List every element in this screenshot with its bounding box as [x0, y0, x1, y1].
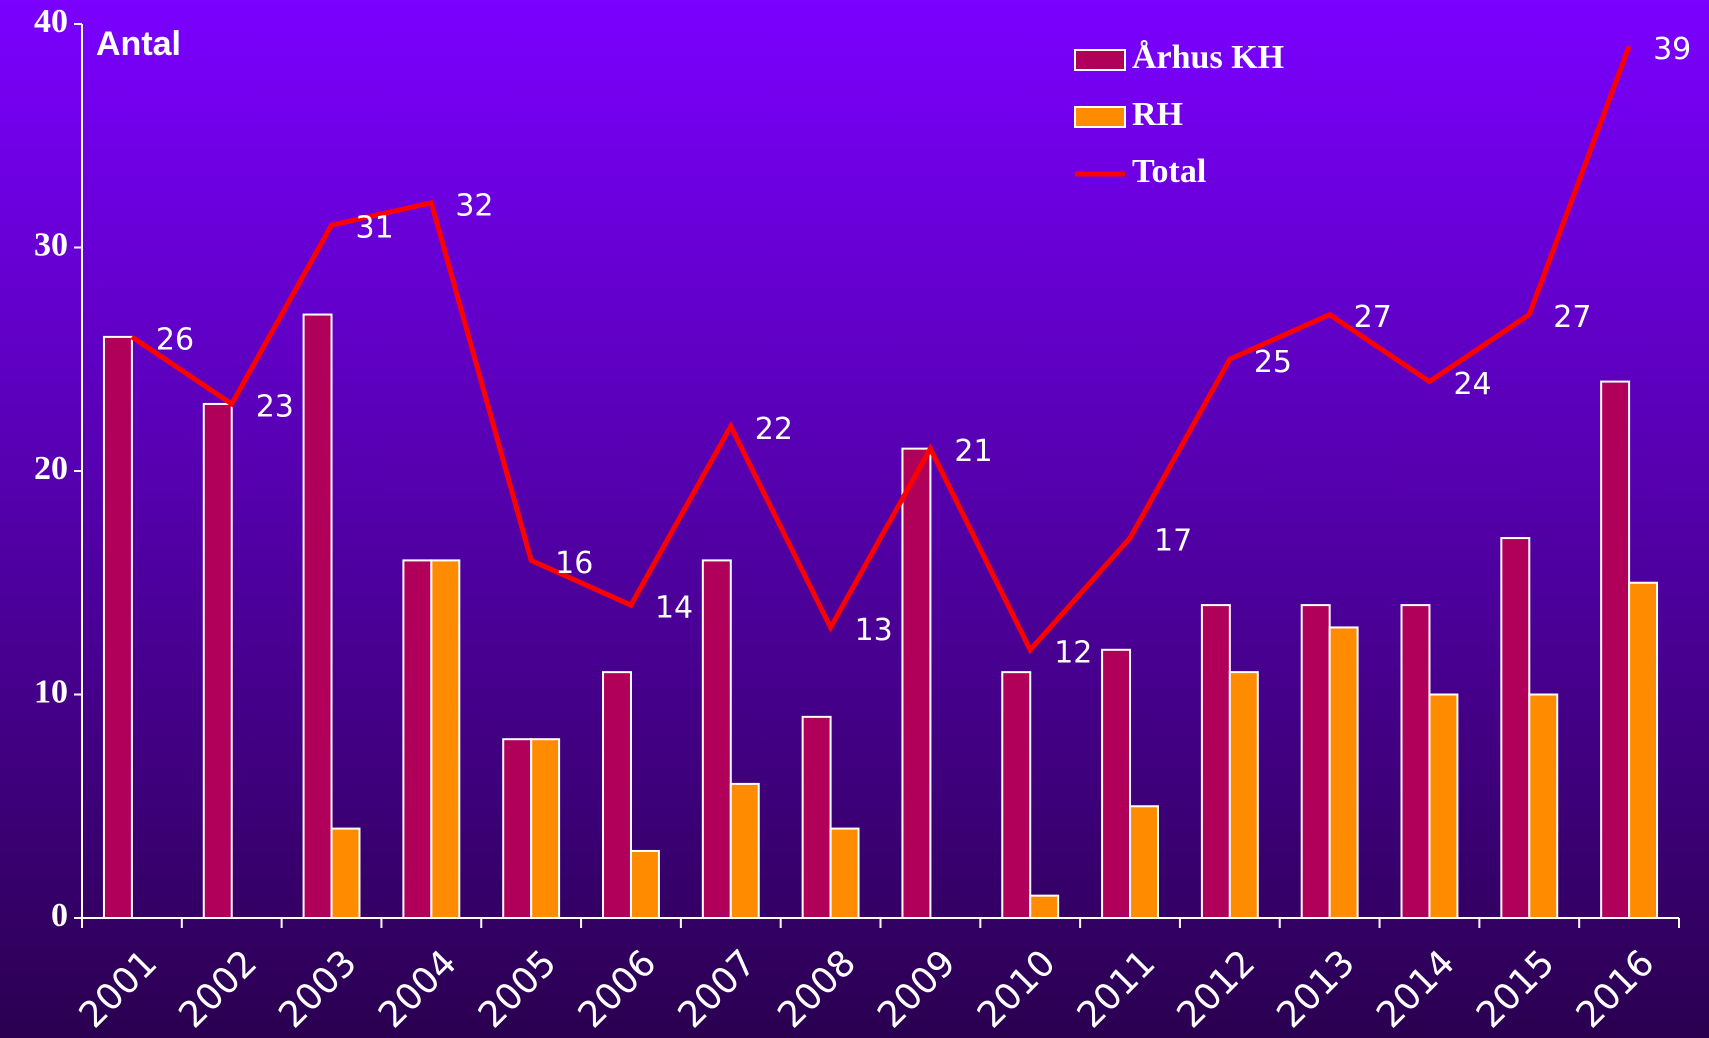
line [130, 45, 1632, 655]
bar [1001, 671, 1032, 920]
bar [829, 827, 860, 919]
data-label: 12 [1054, 635, 1092, 670]
bar [502, 738, 533, 920]
data-label: 31 [356, 211, 394, 246]
legend-swatch [1074, 106, 1126, 128]
data-label: 24 [1453, 367, 1491, 402]
data-label: 23 [256, 389, 294, 424]
data-label: 32 [455, 188, 493, 223]
bar [1600, 380, 1631, 920]
legend-label: Total [1132, 153, 1206, 190]
bar [302, 313, 333, 919]
bar [1129, 805, 1159, 919]
data-label: 17 [1154, 524, 1192, 559]
bar [602, 671, 632, 920]
bar [1328, 626, 1359, 919]
bar [202, 402, 233, 919]
bar [801, 715, 832, 919]
bar [402, 559, 433, 920]
bar [701, 559, 732, 920]
bar [729, 782, 760, 920]
legend-swatch [1074, 49, 1126, 71]
bar [901, 447, 932, 919]
bar [1628, 581, 1659, 919]
bar [1528, 693, 1559, 919]
y-tick-label: 10 [34, 673, 68, 710]
data-label: 27 [1354, 300, 1392, 335]
bar [330, 827, 361, 919]
bar [1428, 693, 1459, 919]
data-label: 22 [755, 412, 793, 447]
legend-label: RH [1132, 96, 1183, 133]
y-axis-label: Antal [96, 25, 181, 63]
data-label: 26 [156, 322, 194, 357]
data-label: 39 [1653, 32, 1691, 67]
bar [1200, 604, 1231, 919]
y-tick-label: 20 [34, 450, 68, 487]
bar [430, 559, 461, 920]
y-tick-label: 30 [34, 226, 68, 263]
y-tick-label: 40 [34, 3, 68, 40]
data-label: 27 [1553, 300, 1591, 335]
bar [1101, 648, 1132, 919]
data-label: 21 [954, 434, 992, 469]
data-label: 13 [855, 613, 893, 648]
bar [530, 738, 561, 920]
bar [1300, 604, 1331, 919]
data-label: 25 [1254, 345, 1292, 380]
bar [102, 335, 133, 919]
legend-label: Århus KH [1132, 39, 1284, 76]
data-label: 14 [655, 591, 693, 626]
bar [1029, 894, 1060, 920]
bar [629, 849, 660, 920]
bar [1400, 604, 1431, 919]
data-label: 16 [555, 546, 593, 581]
y-tick-label: 0 [51, 897, 68, 934]
bar [1228, 671, 1259, 920]
bar [1500, 537, 1531, 919]
